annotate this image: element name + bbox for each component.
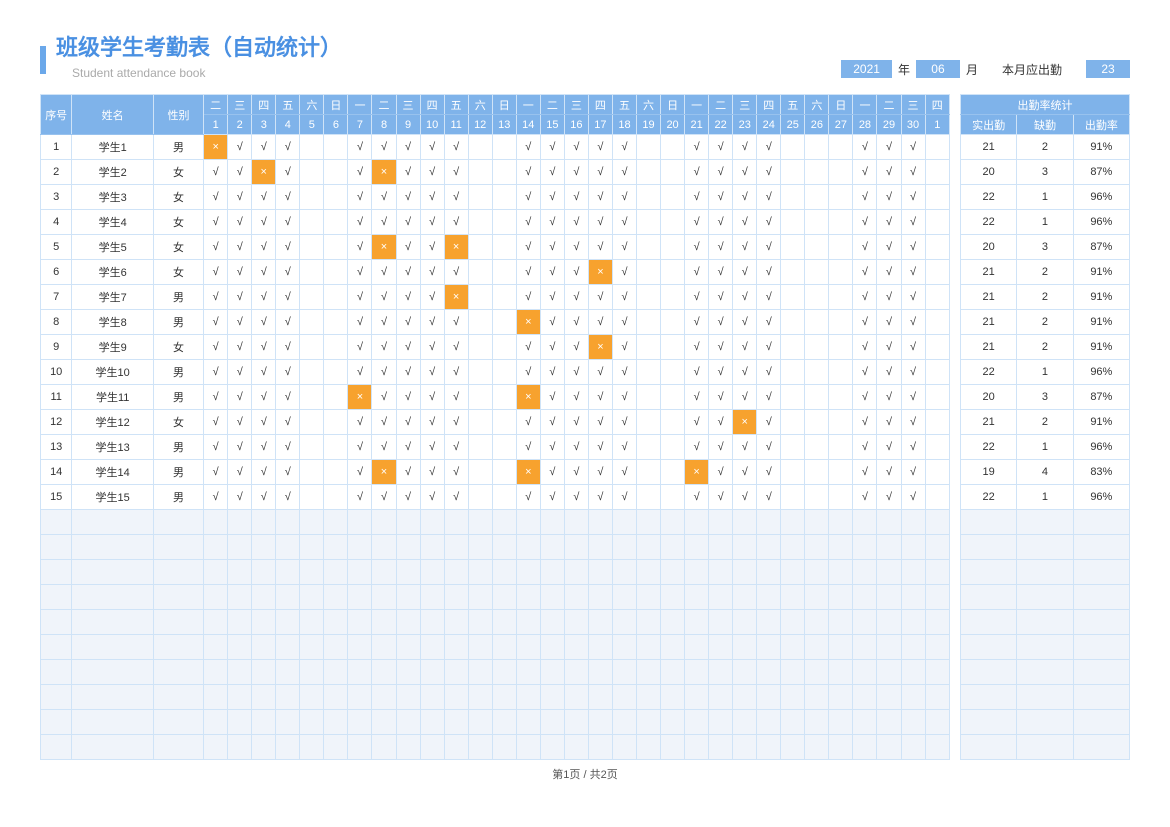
pager-text: 第1页 / 共2页 xyxy=(40,766,1130,782)
table-row-empty xyxy=(41,735,950,760)
stats-row: 21291% xyxy=(961,135,1130,160)
table-row-empty xyxy=(41,710,950,735)
stats-row: 22196% xyxy=(961,210,1130,235)
attendance-tbody: 1学生1男×√√√√√√√√√√√√√√√√√√√√2学生2女√√×√√×√√√… xyxy=(41,135,950,760)
table-row: 15学生15男√√√√√√√√√√√√√√√√√√√√√ xyxy=(41,485,950,510)
table-row: 1学生1男×√√√√√√√√√√√√√√√√√√√√ xyxy=(41,135,950,160)
table-row-empty xyxy=(41,660,950,685)
stats-row: 22196% xyxy=(961,185,1130,210)
year-label: 年 xyxy=(898,61,910,78)
table-row-empty xyxy=(41,585,950,610)
page-header: 班级学生考勤表（自动统计） Student attendance book 20… xyxy=(40,30,1130,80)
table-row-empty xyxy=(41,635,950,660)
stats-row: 21291% xyxy=(961,310,1130,335)
table-row: 10学生10男√√√√√√√√√√√√√√√√√√√√√ xyxy=(41,360,950,385)
table-row: 7学生7男√√√√√√√√×√√√√√√√√√√√√ xyxy=(41,285,950,310)
stats-table: 出勤率统计实出勤缺勤出勤率 21291%20387%22196%22196%20… xyxy=(960,94,1130,760)
stats-row-empty xyxy=(961,535,1130,560)
stats-row: 22196% xyxy=(961,485,1130,510)
stats-row-empty xyxy=(961,560,1130,585)
stats-row: 20387% xyxy=(961,385,1130,410)
stats-tbody: 21291%20387%22196%22196%20387%21291%2129… xyxy=(961,135,1130,760)
attendance-thead: 序号姓名性别二三四五六日一二三四五六日一二三四五六日一二三四五六日一二三四123… xyxy=(41,95,950,135)
table-row-empty xyxy=(41,510,950,535)
attendance-table: 序号姓名性别二三四五六日一二三四五六日一二三四五六日一二三四五六日一二三四123… xyxy=(40,94,950,760)
stats-row: 21291% xyxy=(961,260,1130,285)
table-row: 8学生8男√√√√√√√√√×√√√√√√√√√√√ xyxy=(41,310,950,335)
table-row-empty xyxy=(41,685,950,710)
title-accent-bar xyxy=(40,46,46,74)
table-row: 3学生3女√√√√√√√√√√√√√√√√√√√√√ xyxy=(41,185,950,210)
table-row-empty xyxy=(41,560,950,585)
stats-row: 22196% xyxy=(961,360,1130,385)
table-row: 2学生2女√√×√√×√√√√√√√√√√√√√√√ xyxy=(41,160,950,185)
table-row-empty xyxy=(41,535,950,560)
month-pill: 06 xyxy=(916,60,960,78)
year-pill: 2021 xyxy=(841,60,892,78)
stats-row: 21291% xyxy=(961,335,1130,360)
table-row-empty xyxy=(41,610,950,635)
stats-row: 21291% xyxy=(961,285,1130,310)
should-attend-value: 23 xyxy=(1086,60,1130,78)
stats-row: 22196% xyxy=(961,435,1130,460)
page-title: 班级学生考勤表（自动统计） xyxy=(56,30,342,62)
stats-row: 20387% xyxy=(961,160,1130,185)
stats-row-empty xyxy=(961,585,1130,610)
table-row: 13学生13男√√√√√√√√√√√√√√√√√√√√√ xyxy=(41,435,950,460)
stats-row: 21291% xyxy=(961,410,1130,435)
stats-row-empty xyxy=(961,510,1130,535)
table-row: 12学生12女√√√√√√√√√√√√√√√√×√√√√ xyxy=(41,410,950,435)
stats-row-empty xyxy=(961,710,1130,735)
stats-thead: 出勤率统计实出勤缺勤出勤率 xyxy=(961,95,1130,135)
table-row: 11学生11男√√√√×√√√√×√√√√√√√√√√√ xyxy=(41,385,950,410)
table-row: 14学生14男√√√√√×√√√×√√√√×√√√√√√ xyxy=(41,460,950,485)
stats-row-empty xyxy=(961,610,1130,635)
table-row: 4学生4女√√√√√√√√√√√√√√√√√√√√√ xyxy=(41,210,950,235)
stats-row: 19483% xyxy=(961,460,1130,485)
should-attend-label: 本月应出勤 xyxy=(1002,61,1062,78)
stats-row: 20387% xyxy=(961,235,1130,260)
table-row: 5学生5女√√√√√×√√×√√√√√√√√√√√√ xyxy=(41,235,950,260)
table-row: 6学生6女√√√√√√√√√√√√×√√√√√√√√ xyxy=(41,260,950,285)
month-label: 月 xyxy=(966,61,978,78)
stats-row-empty xyxy=(961,635,1130,660)
stats-row-empty xyxy=(961,660,1130,685)
stats-row-empty xyxy=(961,685,1130,710)
stats-row-empty xyxy=(961,735,1130,760)
table-row: 9学生9女√√√√√√√√√√√√×√√√√√√√√ xyxy=(41,335,950,360)
header-meta: 2021 年 06 月 本月应出勤 23 xyxy=(841,60,1130,78)
page-subtitle: Student attendance book xyxy=(72,66,342,80)
